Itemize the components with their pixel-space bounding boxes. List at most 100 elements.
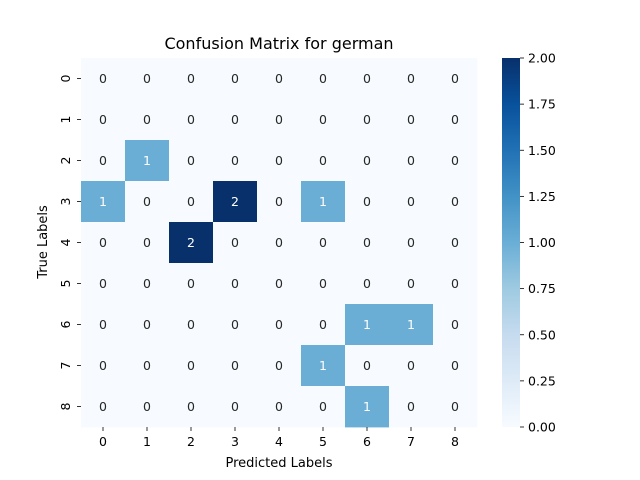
heatmap-cell [169,304,214,346]
cell-value-label: 0 [451,112,459,127]
heatmap-cell [213,58,258,100]
heatmap-cell [169,345,214,387]
heatmap-cell [213,222,258,264]
heatmap-cell [389,181,434,223]
heatmap-cell [257,263,302,305]
cell-value-label: 0 [231,71,239,86]
cell-value-label: 0 [319,112,327,127]
y-tick-label: 1 [58,116,73,124]
cell-value-label: 0 [99,358,107,373]
colorbar-tick-label: 0.00 [528,420,556,435]
heatmap-cell [213,181,258,223]
heatmap-cell [345,263,390,305]
heatmap-cell [345,386,390,428]
cell-value-label: 0 [275,235,283,250]
colorbar-tick-label: 1.75 [528,97,556,112]
heatmap-cell [81,58,126,100]
cell-value-label: 0 [231,235,239,250]
cell-value-label: 0 [363,153,371,168]
cell-value-label: 0 [319,71,327,86]
heatmap-cell [257,140,302,182]
y-tick-label: 7 [58,362,73,370]
heatmap-cell [125,140,170,182]
heatmap-cell [213,263,258,305]
heatmap-cell [257,386,302,428]
x-axis-label: Predicted Labels [225,456,332,471]
cell-value-label: 0 [143,235,151,250]
cell-value-label: 0 [363,235,371,250]
colorbar-tick-label: 1.50 [528,143,556,158]
y-tick-label: 2 [58,157,73,165]
heatmap-cell [345,181,390,223]
heatmap-cell [433,58,478,100]
x-axis-ticks: 0 1 2 3 4 5 6 7 8 [99,427,459,449]
heatmap-cell [213,345,258,387]
heatmap-cell [433,99,478,141]
cell-value-label: 0 [187,399,195,414]
cell-value-label: 0 [99,71,107,86]
cell-value-label: 0 [231,358,239,373]
cell-value-label: 1 [363,399,371,414]
heatmap-cell [169,99,214,141]
heatmap-cell [433,140,478,182]
heatmap-cell [433,181,478,223]
cell-value-label: 0 [319,235,327,250]
heatmap-cell [257,58,302,100]
cell-value-label: 0 [451,194,459,209]
y-axis-ticks: 0 1 2 3 4 5 6 7 8 [58,74,81,410]
cell-value-label: 0 [231,276,239,291]
cell-value-label: 0 [275,317,283,332]
cell-value-label: 0 [275,153,283,168]
colorbar [502,58,520,427]
heatmap-cell [125,386,170,428]
cell-value-label: 0 [451,399,459,414]
cell-value-label: 1 [319,358,327,373]
cell-value-label: 0 [363,276,371,291]
cell-value-label: 0 [99,399,107,414]
cell-value-label: 0 [187,153,195,168]
cell-value-label: 0 [451,153,459,168]
cell-value-label: 1 [319,194,327,209]
cell-value-label: 1 [99,194,107,209]
heatmap-cell [169,140,214,182]
heatmap-cell [125,58,170,100]
heatmap-cell [301,99,346,141]
y-tick-label: 3 [58,198,73,206]
heatmap-cell [345,304,390,346]
heatmap-cell [345,345,390,387]
heatmap-cell [81,222,126,264]
cell-value-label: 0 [319,399,327,414]
cell-value-label: 0 [363,358,371,373]
heatmap-cell [301,222,346,264]
cell-value-label: 0 [231,399,239,414]
heatmap-cell [169,263,214,305]
heatmap-cell [433,222,478,264]
cell-value-label: 0 [319,153,327,168]
cell-value-label: 1 [143,153,151,168]
cell-value-label: 0 [143,276,151,291]
heatmap-cell [301,386,346,428]
heatmap-cell [301,140,346,182]
heatmap-cell [257,99,302,141]
x-tick-label: 8 [451,434,459,449]
heatmap-cell [81,345,126,387]
y-tick-label: 4 [58,238,73,246]
y-axis-label: True Labels [36,205,51,280]
heatmap-cell [81,263,126,305]
cell-value-label: 0 [451,358,459,373]
heatmap-cell [389,222,434,264]
cell-value-label: 0 [231,317,239,332]
cell-value-label: 0 [275,112,283,127]
y-tick-label: 0 [58,74,73,82]
cell-value-label: 0 [143,358,151,373]
heatmap-cell [169,58,214,100]
colorbar-ticks: 0.00 0.25 0.50 0.75 1.00 1.25 1.50 1.75 2.00 [520,51,556,435]
cell-value-label: 0 [99,112,107,127]
colorbar-tick-label: 0.25 [528,373,556,388]
heatmap-cell [389,386,434,428]
cell-value-label: 0 [363,194,371,209]
heatmap-cell [345,140,390,182]
cell-value-label: 0 [143,317,151,332]
cell-value-label: 0 [99,317,107,332]
heatmap-cell [81,99,126,141]
